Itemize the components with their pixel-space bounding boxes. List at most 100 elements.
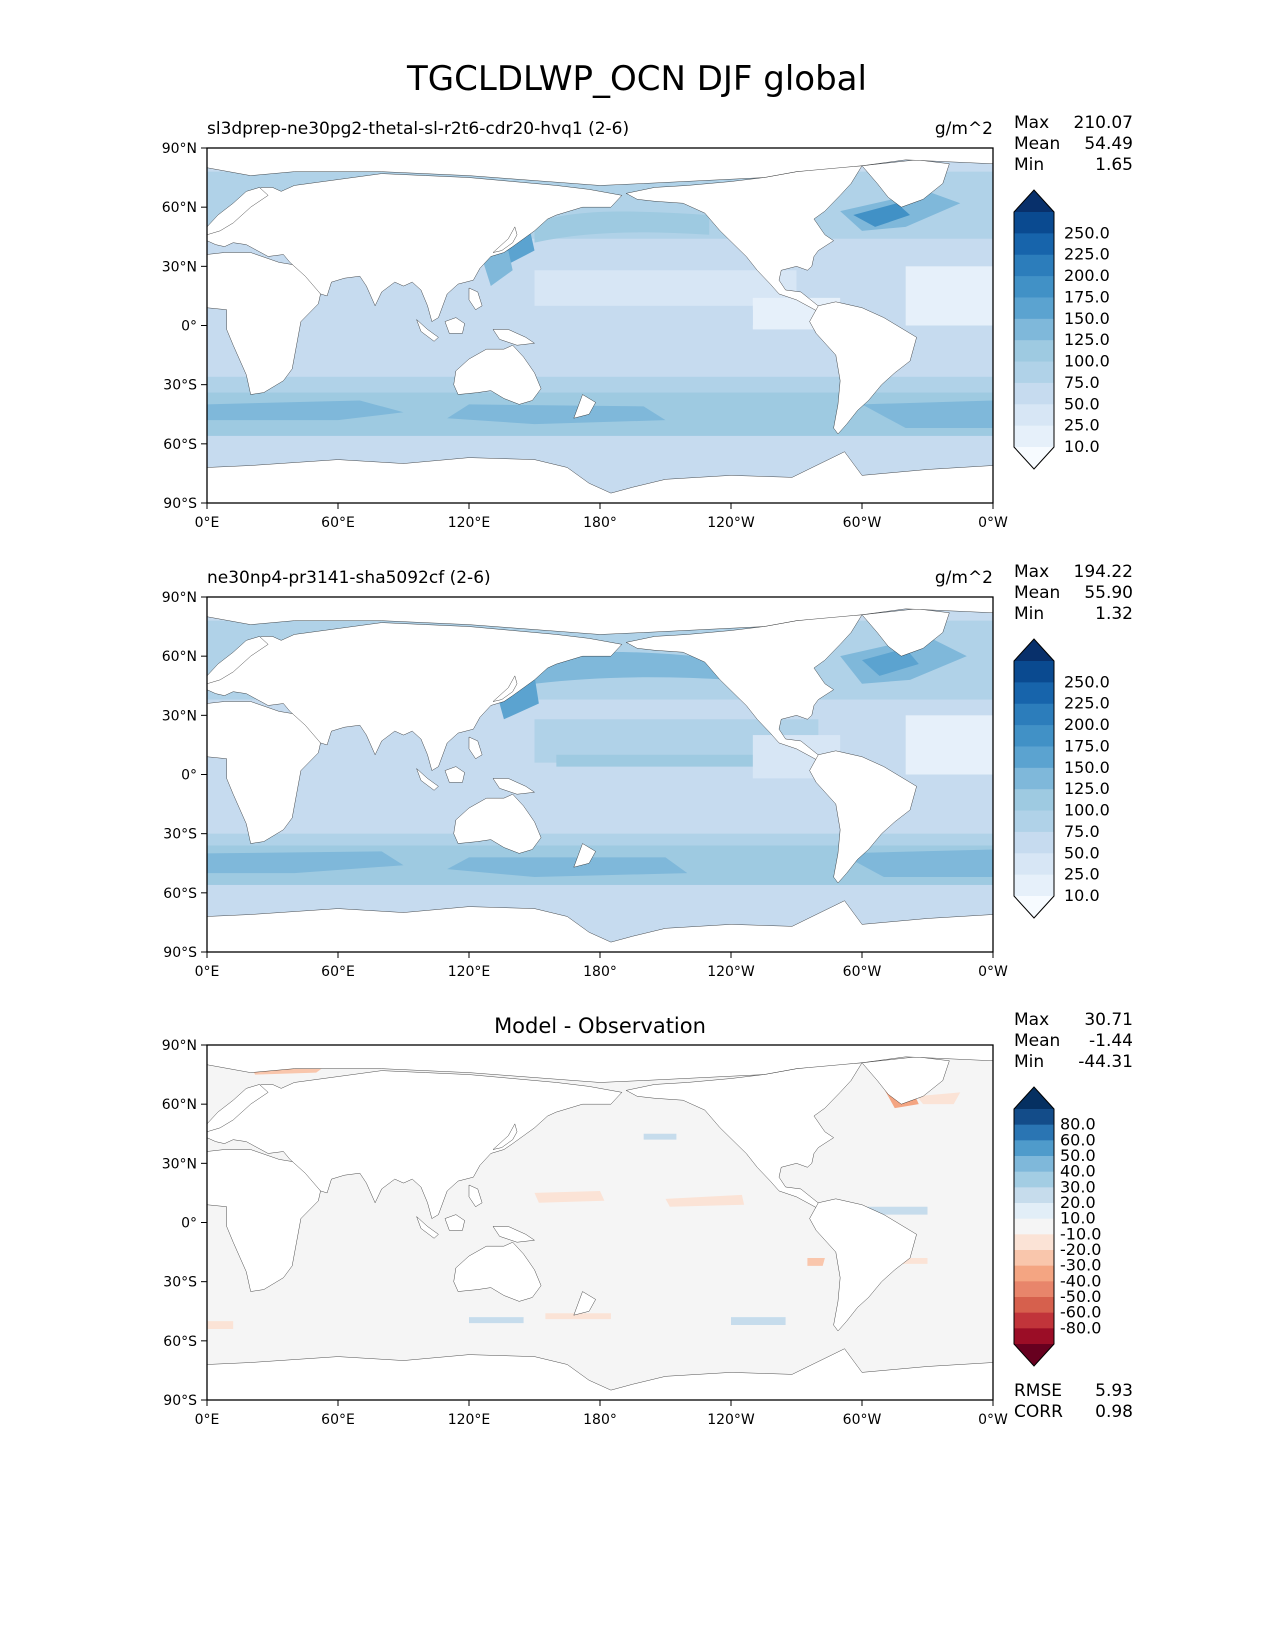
lat-tick-label: 30°S bbox=[163, 378, 197, 394]
lat-tick-label: 60°S bbox=[163, 886, 197, 902]
colorbar-segment bbox=[1014, 810, 1054, 833]
lon-tick-label: 180° bbox=[583, 1412, 617, 1428]
bottom-stat-value: 5.93 bbox=[1095, 1381, 1133, 1401]
colorbar-tip-top bbox=[1014, 639, 1054, 661]
colorbar-tip-bottom bbox=[1014, 1344, 1054, 1366]
panel-left-title: sl3dprep-ne30pg2-thetal-sl-r2t6-cdr20-hv… bbox=[207, 119, 629, 139]
stat-value: 55.90 bbox=[1084, 583, 1133, 603]
stat-value: 30.71 bbox=[1084, 1010, 1133, 1030]
colorbar-segment bbox=[1014, 789, 1054, 812]
lon-tick-label: 120°E bbox=[448, 964, 491, 980]
colorbar-segment bbox=[1014, 254, 1054, 277]
lon-tick-label: 0°E bbox=[195, 515, 220, 531]
map-difference bbox=[207, 1045, 993, 1400]
lat-tick-label: 90°N bbox=[162, 590, 197, 606]
lon-tick-label: 60°E bbox=[321, 515, 355, 531]
lat-tick-label: 60°N bbox=[162, 1097, 197, 1113]
colorbar-segment bbox=[1014, 340, 1054, 363]
colorbar-tick-label: 150.0 bbox=[1064, 758, 1110, 777]
colorbar-tick-label: 10.0 bbox=[1064, 886, 1100, 905]
colorbar-segment bbox=[1014, 1328, 1054, 1345]
lat-tick-label: 30°N bbox=[162, 1156, 197, 1172]
lon-tick-label: 60°W bbox=[843, 1412, 882, 1428]
colorbar-tip-bottom bbox=[1014, 447, 1054, 469]
colorbar-tick-label: 10.0 bbox=[1064, 437, 1100, 456]
colorbar-segment bbox=[1014, 1203, 1054, 1220]
colorbar-tick-label: 80.0 bbox=[1060, 1115, 1096, 1134]
colorbar-tick-label: 60.0 bbox=[1060, 1130, 1096, 1149]
lat-tick-label: 30°N bbox=[162, 259, 197, 275]
colorbar-segment bbox=[1014, 1156, 1054, 1173]
colorbar-segment bbox=[1014, 1234, 1054, 1251]
colorbar-tick-label: 225.0 bbox=[1064, 245, 1110, 264]
colorbar-segment bbox=[1014, 661, 1054, 683]
colorbar-segment bbox=[1014, 767, 1054, 790]
lat-tick-label: 60°S bbox=[163, 1334, 197, 1350]
colorbar-tick-label: 175.0 bbox=[1064, 287, 1110, 306]
colorbar-segment bbox=[1014, 703, 1054, 726]
stat-label: Min bbox=[1014, 1052, 1044, 1072]
bottom-stat-label: RMSE bbox=[1014, 1381, 1062, 1401]
colorbar-segment bbox=[1014, 1312, 1054, 1329]
stat-value: 54.49 bbox=[1084, 134, 1133, 154]
stat-value: -44.31 bbox=[1078, 1052, 1133, 1072]
colorbar-tick-label: 50.0 bbox=[1060, 1146, 1096, 1165]
colorbar-segment bbox=[1014, 425, 1054, 448]
colorbar-segment bbox=[1014, 276, 1054, 298]
colorbar-tick-label: 30.0 bbox=[1060, 1177, 1096, 1196]
colorbar-segment bbox=[1014, 1281, 1054, 1298]
lon-tick-label: 120°W bbox=[707, 1412, 755, 1428]
land-mask bbox=[207, 597, 993, 952]
lat-tick-label: 60°N bbox=[162, 649, 197, 665]
lon-tick-label: 0°E bbox=[195, 1412, 220, 1428]
colorbar-segment bbox=[1014, 1140, 1054, 1157]
lon-tick-label: 0°W bbox=[978, 964, 1008, 980]
colorbar-segment bbox=[1014, 874, 1054, 897]
colorbar-segment bbox=[1014, 1297, 1054, 1314]
figure-title: TGCLDLWP_OCN DJF global bbox=[406, 59, 867, 99]
colorbar-segment bbox=[1014, 1265, 1054, 1282]
colorbar: 80.060.050.040.030.020.010.0-10.0-20.0-3… bbox=[1013, 1086, 1101, 1367]
panel-units: g/m^2 bbox=[935, 568, 993, 588]
lon-tick-label: 120°W bbox=[707, 964, 755, 980]
colorbar-segment bbox=[1014, 853, 1054, 876]
colorbar-segment bbox=[1014, 1171, 1054, 1188]
lon-tick-label: 0°E bbox=[195, 964, 220, 980]
colorbar-tick-label: 25.0 bbox=[1064, 416, 1100, 435]
colorbar-segment bbox=[1014, 682, 1054, 705]
colorbar-tick-label: 100.0 bbox=[1064, 801, 1110, 820]
lon-tick-label: 60°E bbox=[321, 964, 355, 980]
colorbar-tick-label: 125.0 bbox=[1064, 330, 1110, 349]
colorbar-tick-label: 10.0 bbox=[1060, 1209, 1096, 1228]
colorbar-outline bbox=[1013, 638, 1055, 919]
data-field bbox=[207, 597, 993, 952]
lon-tick-label: 120°E bbox=[448, 515, 491, 531]
panel-reference: 90°N 60°N 30°N 0° 30°S 60°S 90°S 0°E 60°E 120°E 18… bbox=[162, 562, 1133, 980]
stat-value: 194.22 bbox=[1074, 562, 1133, 582]
map-test bbox=[207, 148, 993, 503]
colorbar: 250.0 225.0 200.0 175.0 150.0 125.0 100.0 75.0 5… bbox=[1013, 638, 1110, 919]
panel-center-title: Model - Observation bbox=[494, 1014, 706, 1038]
colorbar-segment bbox=[1014, 1187, 1054, 1204]
colorbar-segment bbox=[1014, 361, 1054, 384]
colorbar-tick-label: 50.0 bbox=[1064, 394, 1100, 413]
colorbar-tick-label: 100.0 bbox=[1064, 352, 1110, 371]
colorbar-tick-label: 225.0 bbox=[1064, 694, 1110, 713]
panels-layer: 90°N 60°N 30°N 0° 30°S 60°S 90°S 0°E 60°E 120°E 18… bbox=[162, 113, 1133, 1428]
colorbar-tick-label: -10.0 bbox=[1060, 1224, 1101, 1243]
colorbar-tip-top bbox=[1014, 190, 1054, 212]
map-reference bbox=[207, 597, 993, 952]
lon-tick-label: 60°W bbox=[843, 515, 882, 531]
panel-units: g/m^2 bbox=[935, 119, 993, 139]
colorbar-segment bbox=[1014, 746, 1054, 769]
colorbar-tick-label: 125.0 bbox=[1064, 779, 1110, 798]
colorbar-segment bbox=[1014, 233, 1054, 256]
colorbar-segment bbox=[1014, 1109, 1054, 1126]
colorbar-segment bbox=[1014, 1124, 1054, 1141]
colorbar-segment bbox=[1014, 297, 1054, 320]
land-mask bbox=[207, 148, 993, 503]
colorbar-tick-label: -50.0 bbox=[1060, 1287, 1101, 1306]
stat-label: Max bbox=[1014, 113, 1049, 133]
colorbar-tip-top bbox=[1014, 1087, 1054, 1109]
